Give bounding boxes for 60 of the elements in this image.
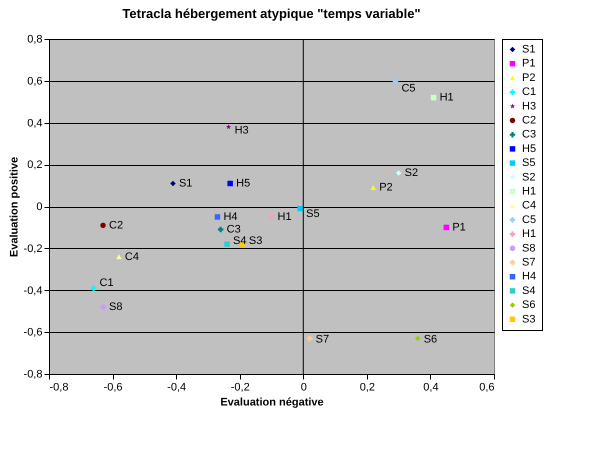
text: H1	[278, 210, 292, 223]
text: H1	[440, 92, 454, 104]
chart-title: Tetracla hébergement atypique "temps variable"	[122, 6, 421, 21]
text: P2	[379, 182, 393, 194]
legend-label: H5	[522, 142, 536, 155]
y-tick-label: 0,8	[27, 34, 42, 46]
text: C2	[109, 219, 124, 232]
x-tick-label: 0,4	[423, 382, 439, 394]
legend-label: C1	[522, 86, 536, 98]
legend-label: S5	[522, 157, 536, 170]
legend-label: C2	[522, 114, 536, 126]
text: C4	[124, 250, 139, 263]
x-axis-title: Evaluation négative	[220, 396, 324, 408]
legend-label: C3	[522, 128, 536, 141]
legend-label: H3	[522, 100, 536, 112]
text: H3	[234, 124, 249, 136]
legend-label: P1	[522, 58, 536, 70]
x-tick-label: 0	[300, 382, 307, 394]
text: C1	[100, 276, 114, 289]
y-tick-label: -0,8	[24, 368, 42, 380]
legend-label: S3	[522, 313, 536, 326]
text: S4	[233, 234, 246, 247]
text: S5	[306, 208, 320, 220]
y-tick-label: 0,2	[27, 159, 42, 172]
text: C3	[226, 224, 241, 236]
y-axis-title: Evaluation positive	[8, 156, 21, 258]
text: S3	[248, 234, 262, 247]
x-tick-label: -0,4	[167, 382, 186, 394]
y-tick-label: -0,4	[24, 284, 42, 297]
legend-label: S7	[522, 256, 536, 268]
text: C5	[401, 82, 416, 94]
x-tick-label: 0,6	[479, 382, 494, 394]
legend-label: H1	[522, 228, 536, 240]
legend-label: S2	[522, 171, 536, 184]
x-tick-label: 0,2	[360, 382, 376, 394]
legend-label: P2	[522, 72, 536, 84]
y-tick-label: 0	[36, 201, 42, 213]
legend-label: S1	[522, 44, 536, 56]
text: S7	[316, 334, 330, 346]
text: P1	[452, 221, 466, 234]
legend-label: H4	[522, 270, 536, 283]
x-tick-label: -0,2	[230, 382, 250, 394]
legend-label: H1	[522, 186, 536, 198]
legend-label: C4	[522, 200, 536, 212]
text: S2	[404, 167, 418, 179]
text: H4	[223, 210, 238, 223]
legend-label: S8	[522, 242, 536, 254]
legend-label: S4	[522, 284, 536, 297]
legend-label: C5	[522, 214, 536, 226]
y-tick-label: -0,2	[24, 242, 42, 255]
text: S1	[178, 177, 192, 190]
y-tick-label: 0,6	[27, 75, 42, 88]
legend-label: S6	[522, 299, 536, 312]
x-tick-label: -0,8	[50, 382, 68, 394]
text: H5	[236, 177, 250, 190]
text: S8	[109, 301, 123, 313]
y-tick-label: -0,6	[24, 326, 42, 339]
text: S6	[424, 334, 438, 346]
y-tick-label: 0,4	[27, 117, 42, 130]
x-tick-label: -0,6	[104, 382, 123, 394]
